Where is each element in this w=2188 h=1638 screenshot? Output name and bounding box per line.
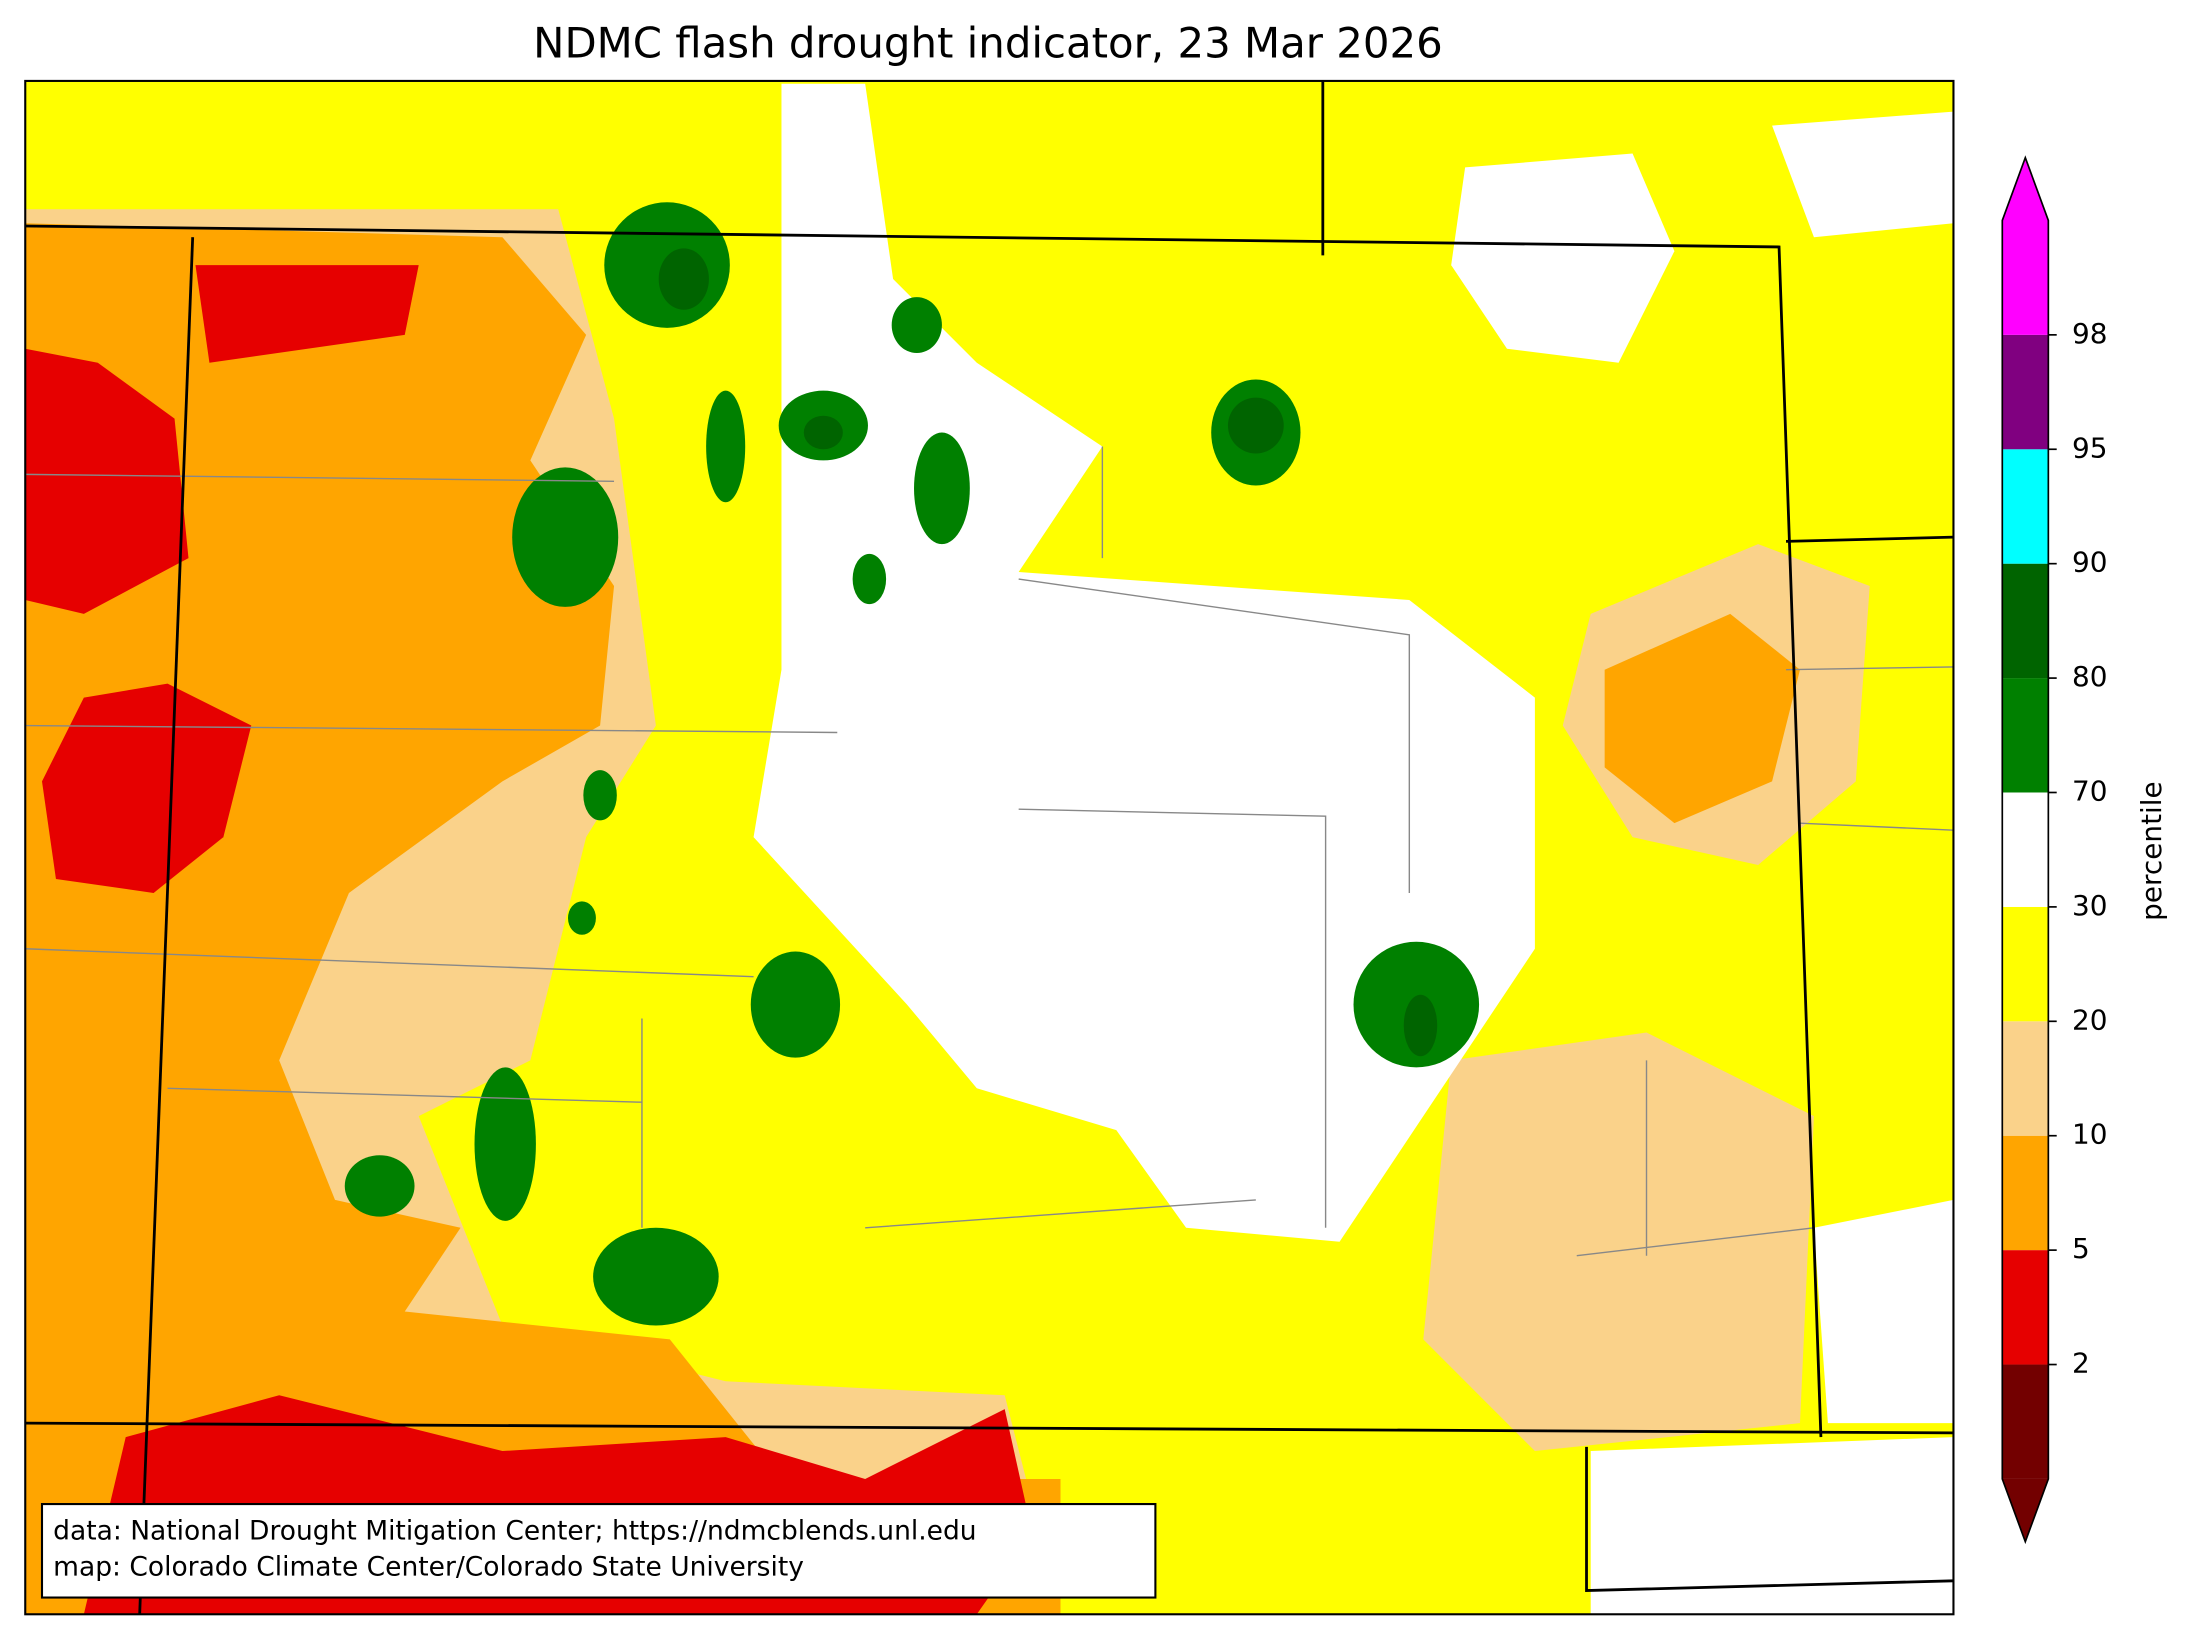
dark-green-area (658, 248, 709, 310)
colorbar-tick-label: 5 (2072, 1232, 2090, 1265)
colorbar-segment (2002, 678, 2049, 793)
field-orange (1604, 613, 1800, 824)
colorbar-segment (2002, 334, 2049, 450)
colorbar-tick-label: 80 (2072, 660, 2108, 693)
green-area (914, 432, 970, 545)
credit-line: map: Colorado Climate Center/Colorado St… (53, 1552, 804, 1583)
colorbar: 2 5 10 20 30 70 80 90 95 98 (2001, 155, 2108, 1545)
green-area (593, 1227, 719, 1326)
green-area (512, 467, 619, 607)
field-white (1451, 153, 1675, 363)
colorbar-tick-label: 70 (2072, 774, 2108, 807)
field-white (753, 83, 1535, 1242)
colorbar-tick-label: 10 (2072, 1118, 2108, 1151)
green-areas (344, 202, 1480, 1326)
colorbar-segment (2002, 1364, 2049, 1479)
field-red (195, 265, 419, 363)
colorbar-tick-label: 90 (2072, 546, 2108, 579)
colorbar-segment (2002, 449, 2049, 564)
colorbar-outline (2001, 155, 2050, 1545)
dark-green-area (803, 415, 843, 450)
green-area (891, 297, 942, 353)
field-red (41, 683, 252, 893)
field-red (25, 348, 189, 614)
green-area (852, 553, 887, 605)
colorbar-extend-high (2002, 157, 2049, 221)
colorbar-tick-label: 98 (2072, 317, 2108, 350)
colorbar-segment (2002, 906, 2049, 1022)
field-light-orange (1423, 1032, 1814, 1452)
field-white (1772, 111, 1954, 238)
green-area (750, 951, 841, 1058)
colorbar-segment (2002, 792, 2049, 907)
field-orange (25, 223, 1061, 1615)
credit-line: data: National Drought Mitigation Center… (53, 1515, 976, 1546)
green-area (474, 1067, 536, 1221)
colorbar-segment (2002, 1021, 2049, 1136)
colorbar-segment (2002, 1135, 2049, 1251)
green-area (583, 770, 617, 821)
field-white (1813, 1199, 1954, 1424)
colorbar-tick-label: 30 (2072, 889, 2108, 922)
colorbar-extend-low (2002, 1478, 2049, 1542)
county-lines (25, 446, 1954, 1257)
field-white (1590, 1437, 1954, 1615)
map-field (25, 80, 1954, 1615)
credit-box (40, 1503, 1157, 1599)
colorbar-tick-label: 20 (2072, 1003, 2108, 1036)
colorbar-segment (2002, 563, 2049, 679)
dark-green-area (1227, 397, 1284, 454)
green-area (567, 901, 596, 935)
colorbar-label: percentile (2135, 781, 2168, 920)
green-area (344, 1155, 415, 1217)
colorbar-segment (2002, 1250, 2049, 1365)
colorbar-tick-label: 95 (2072, 431, 2108, 464)
green-area (706, 390, 746, 503)
map-frame (24, 79, 1955, 1616)
state-borders (25, 80, 1954, 1615)
dark-green-area (1403, 994, 1438, 1057)
colorbar-segment (2002, 220, 2049, 335)
colorbar-tick-label: 2 (2072, 1347, 2090, 1380)
map-title: NDMC flash drought indicator, 23 Mar 202… (533, 19, 1443, 68)
dark-green-areas (658, 248, 1438, 1057)
